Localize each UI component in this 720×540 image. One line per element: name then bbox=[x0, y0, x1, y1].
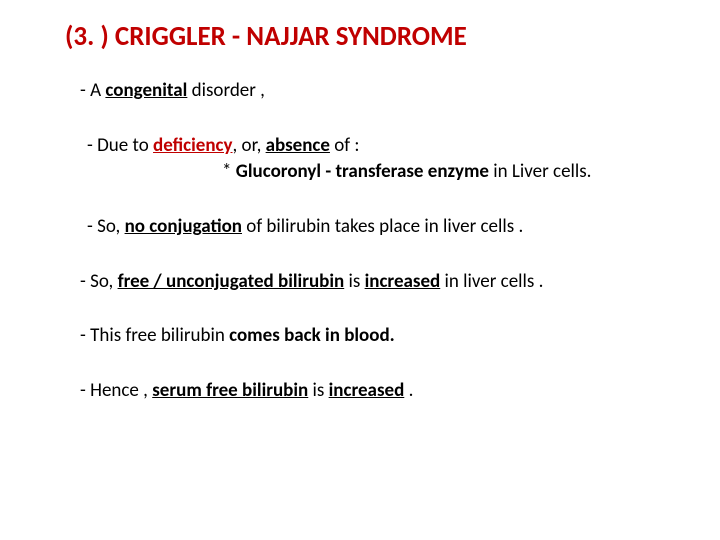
text: in blood. bbox=[321, 324, 395, 347]
text-absence: absence bbox=[266, 134, 330, 157]
slide-content: (3. ) CRIGGLER - NAJJAR SYNDROME - A con… bbox=[0, 0, 720, 454]
text-bold: free / unconjugated bilirubin bbox=[118, 270, 345, 293]
bullet-congenital: - A congenital disorder , bbox=[80, 79, 665, 104]
text: in Liver cells. bbox=[489, 160, 592, 183]
sub-bullet-enzyme: * Glucoronyl - transferase enzyme in Liv… bbox=[222, 160, 665, 185]
text: - Hence , bbox=[80, 379, 152, 402]
text: disorder , bbox=[187, 79, 265, 102]
text: is bbox=[308, 379, 328, 402]
slide-title: (3. ) CRIGGLER - NAJJAR SYNDROME bbox=[65, 20, 665, 53]
bullet-comes-back: - This free bilirubin comes back in bloo… bbox=[80, 324, 665, 349]
bullet-free-bilirubin: - So, free / unconjugated bilirubin is i… bbox=[80, 270, 665, 295]
bullet-due-to: - Due to deficiency, or, absence of : * … bbox=[87, 134, 665, 185]
text: - So, bbox=[87, 215, 125, 238]
text-deficiency: deficiency bbox=[153, 134, 232, 157]
bullet-no-conjugation: - So, no conjugation of bilirubin takes … bbox=[87, 215, 665, 240]
text: - Due to bbox=[87, 134, 153, 157]
text-bold: congenital bbox=[105, 79, 187, 102]
text-bold: increased bbox=[329, 379, 405, 402]
text: of : bbox=[330, 134, 360, 157]
text: * bbox=[222, 160, 236, 183]
text: , or, bbox=[233, 134, 266, 157]
text: . bbox=[404, 379, 413, 402]
text-bold: comes back bbox=[229, 324, 321, 347]
text: - So, bbox=[80, 270, 118, 293]
text-bold: no conjugation bbox=[125, 215, 242, 238]
text: of bilirubin takes place in liver cells … bbox=[242, 215, 523, 238]
text: - A bbox=[80, 79, 105, 102]
text: is bbox=[344, 270, 364, 293]
text: - This free bilirubin bbox=[80, 324, 229, 347]
text-bold: increased bbox=[365, 270, 441, 293]
text-enzyme: Glucoronyl - transferase enzyme bbox=[236, 160, 489, 183]
text-bold: serum free bilirubin bbox=[152, 379, 308, 402]
text: in liver cells . bbox=[440, 270, 543, 293]
bullet-serum: - Hence , serum free bilirubin is increa… bbox=[80, 379, 665, 404]
title-text: (3. ) CRIGGLER - NAJJAR SYNDROME bbox=[65, 20, 467, 53]
